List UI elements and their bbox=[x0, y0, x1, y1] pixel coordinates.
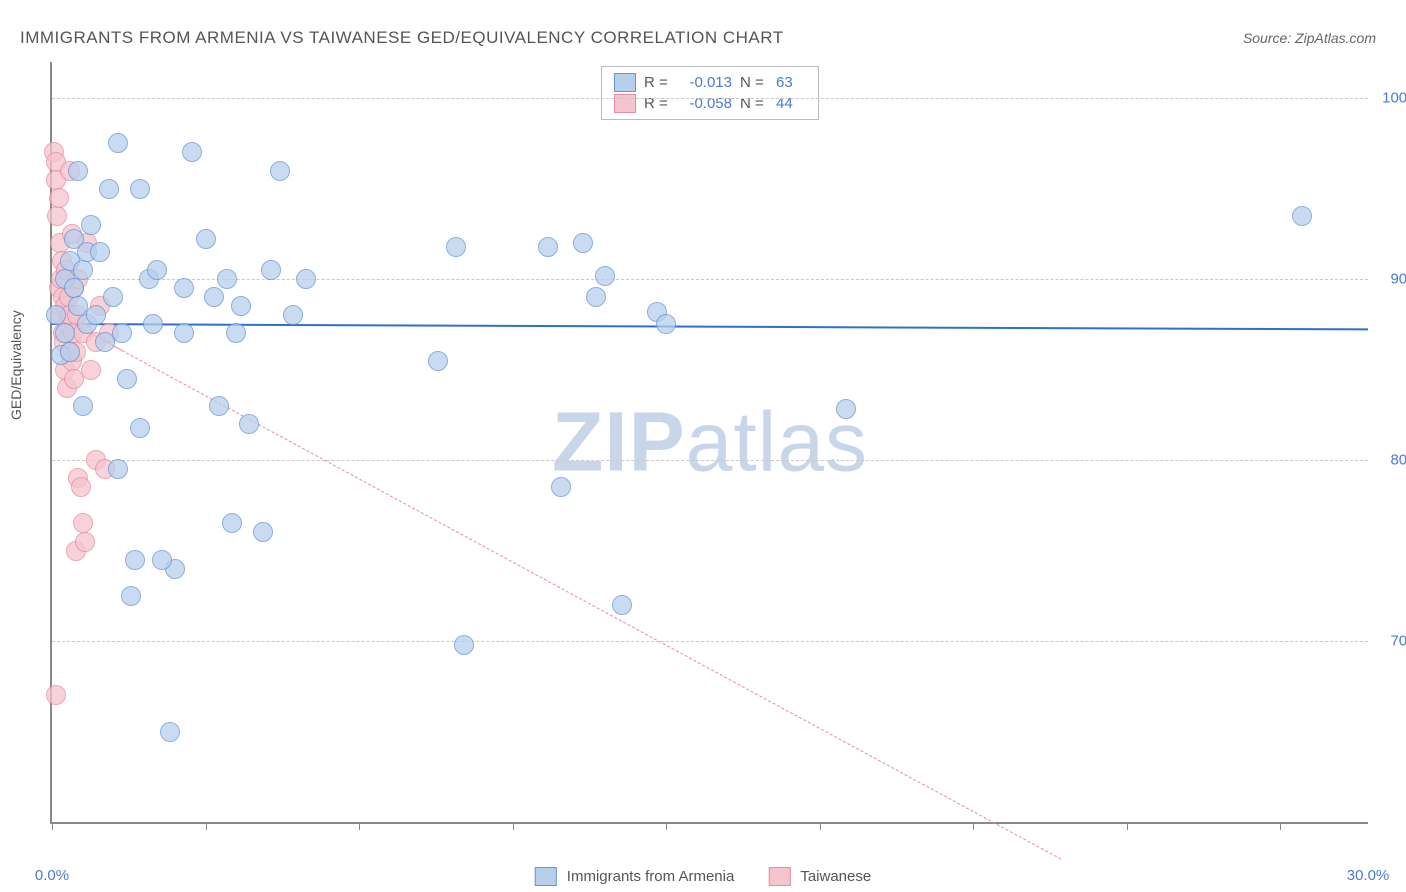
data-point bbox=[204, 287, 224, 307]
data-point bbox=[60, 342, 80, 362]
data-point bbox=[174, 323, 194, 343]
x-tick-label: 30.0% bbox=[1347, 867, 1390, 884]
data-point bbox=[182, 142, 202, 162]
data-point bbox=[49, 188, 69, 208]
data-point bbox=[428, 351, 448, 371]
chart-title: IMMIGRANTS FROM ARMENIA VS TAIWANESE GED… bbox=[20, 28, 784, 48]
y-tick-label: 70.0% bbox=[1373, 633, 1406, 650]
data-point bbox=[209, 396, 229, 416]
x-tick bbox=[359, 822, 360, 830]
gridline bbox=[52, 460, 1368, 461]
legend-label-taiwanese: Taiwanese bbox=[800, 868, 871, 885]
data-point bbox=[454, 635, 474, 655]
data-point bbox=[283, 305, 303, 325]
source-attribution: Source: ZipAtlas.com bbox=[1243, 30, 1376, 46]
x-tick bbox=[820, 822, 821, 830]
gridline bbox=[52, 98, 1368, 99]
data-point bbox=[46, 685, 66, 705]
data-point bbox=[108, 459, 128, 479]
data-point bbox=[103, 287, 123, 307]
r-value-armenia: -0.013 bbox=[680, 74, 732, 91]
data-point bbox=[46, 305, 66, 325]
data-point bbox=[538, 237, 558, 257]
n-label: N = bbox=[740, 74, 768, 91]
data-point bbox=[147, 260, 167, 280]
data-point bbox=[99, 179, 119, 199]
data-point bbox=[836, 399, 856, 419]
data-point bbox=[68, 161, 88, 181]
data-point bbox=[196, 229, 216, 249]
bottom-legend: Immigrants from Armenia Taiwanese bbox=[535, 867, 871, 886]
swatch-taiwanese bbox=[614, 94, 636, 113]
data-point bbox=[270, 161, 290, 181]
data-point bbox=[130, 179, 150, 199]
n-value-armenia: 63 bbox=[776, 74, 806, 91]
data-point bbox=[656, 314, 676, 334]
x-tick bbox=[513, 822, 514, 830]
data-point bbox=[75, 532, 95, 552]
data-point bbox=[73, 513, 93, 533]
regression-line bbox=[52, 323, 1368, 330]
data-point bbox=[90, 242, 110, 262]
data-point bbox=[1292, 206, 1312, 226]
data-point bbox=[586, 287, 606, 307]
data-point bbox=[112, 323, 132, 343]
x-tick bbox=[1280, 822, 1281, 830]
data-point bbox=[55, 323, 75, 343]
data-point bbox=[130, 418, 150, 438]
swatch-armenia bbox=[614, 73, 636, 92]
x-tick bbox=[52, 822, 53, 830]
stats-row-armenia: R = -0.013 N = 63 bbox=[614, 72, 806, 93]
data-point bbox=[253, 522, 273, 542]
y-tick-label: 90.0% bbox=[1373, 271, 1406, 288]
data-point bbox=[174, 278, 194, 298]
data-point bbox=[81, 215, 101, 235]
data-point bbox=[222, 513, 242, 533]
data-point bbox=[64, 278, 84, 298]
data-point bbox=[573, 233, 593, 253]
stats-legend-box: R = -0.013 N = 63 R = -0.058 N = 44 bbox=[601, 66, 819, 120]
y-tick-label: 80.0% bbox=[1373, 452, 1406, 469]
x-tick bbox=[666, 822, 667, 830]
data-point bbox=[296, 269, 316, 289]
data-point bbox=[239, 414, 259, 434]
y-tick-label: 100.0% bbox=[1373, 90, 1406, 107]
data-point bbox=[71, 477, 91, 497]
data-point bbox=[108, 133, 128, 153]
data-point bbox=[143, 314, 163, 334]
x-tick bbox=[206, 822, 207, 830]
data-point bbox=[81, 360, 101, 380]
data-point bbox=[73, 260, 93, 280]
data-point bbox=[152, 550, 172, 570]
r-label: R = bbox=[644, 74, 672, 91]
regression-line bbox=[122, 350, 1061, 859]
y-axis-label: GED/Equivalency bbox=[8, 310, 24, 420]
data-point bbox=[261, 260, 281, 280]
data-point bbox=[226, 323, 246, 343]
data-point bbox=[231, 296, 251, 316]
data-point bbox=[73, 396, 93, 416]
x-tick bbox=[973, 822, 974, 830]
data-point bbox=[86, 305, 106, 325]
gridline bbox=[52, 279, 1368, 280]
data-point bbox=[446, 237, 466, 257]
swatch-taiwanese bbox=[768, 867, 790, 886]
data-point bbox=[125, 550, 145, 570]
data-point bbox=[121, 586, 141, 606]
data-point bbox=[117, 369, 137, 389]
swatch-armenia bbox=[535, 867, 557, 886]
scatter-plot: ZIPatlas R = -0.013 N = 63 R = -0.058 N … bbox=[50, 62, 1368, 824]
data-point bbox=[551, 477, 571, 497]
data-point bbox=[595, 266, 615, 286]
stats-row-taiwanese: R = -0.058 N = 44 bbox=[614, 93, 806, 114]
watermark: ZIPatlas bbox=[552, 394, 868, 491]
data-point bbox=[47, 206, 67, 226]
x-tick bbox=[1127, 822, 1128, 830]
legend-label-armenia: Immigrants from Armenia bbox=[567, 868, 735, 885]
data-point bbox=[160, 722, 180, 742]
data-point bbox=[612, 595, 632, 615]
gridline bbox=[52, 641, 1368, 642]
x-tick-label: 0.0% bbox=[35, 867, 69, 884]
data-point bbox=[217, 269, 237, 289]
